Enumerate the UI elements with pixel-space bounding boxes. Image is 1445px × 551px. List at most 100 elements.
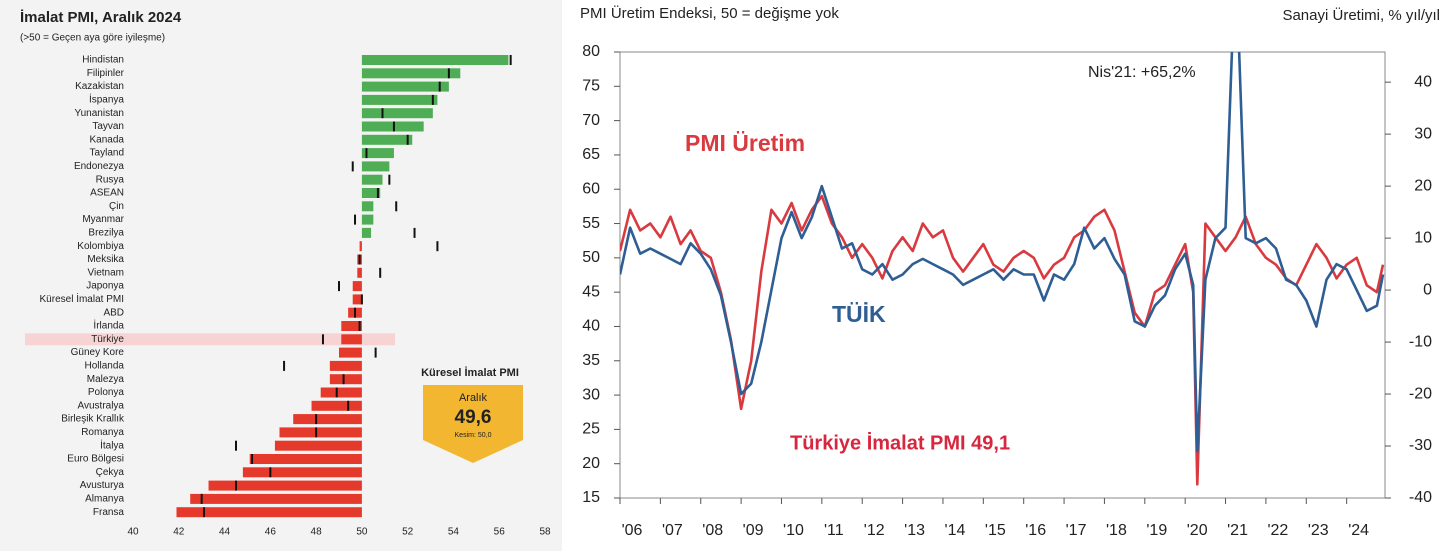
bar <box>361 201 374 212</box>
bar <box>341 321 362 331</box>
y-tick-label: 75 <box>582 78 600 95</box>
category-label: Avusturya <box>80 480 125 491</box>
y2-tick-label: 30 <box>1414 125 1432 142</box>
bar <box>361 94 438 105</box>
category-label: Romanya <box>81 427 124 438</box>
category-label: Polonya <box>88 387 125 398</box>
y2-tick-label: -20 <box>1409 385 1432 402</box>
y-tick-label: 60 <box>582 180 600 197</box>
bar <box>361 161 390 172</box>
category-label: Yunanistan <box>75 108 125 119</box>
bar <box>352 281 362 292</box>
x-tick-label: '21 <box>1227 522 1248 539</box>
x-tick-label: '20 <box>1187 522 1208 539</box>
x-tick-label: '15 <box>985 522 1006 539</box>
bar <box>208 480 362 491</box>
x-tick-label: '19 <box>1146 522 1167 539</box>
x-tick-label: '13 <box>904 522 925 539</box>
x-tick-label: '11 <box>824 522 844 539</box>
x-tick-label: 48 <box>311 527 323 538</box>
x-tick-label: 50 <box>356 527 368 538</box>
x-tick-label: 42 <box>173 527 185 538</box>
x-tick-label: '08 <box>702 522 723 539</box>
y-tick-label: 40 <box>582 318 600 335</box>
plot-frame <box>619 51 1386 499</box>
category-label: İrlanda <box>93 319 124 332</box>
x-tick-label: '10 <box>783 522 804 539</box>
category-label: Rusya <box>96 174 125 185</box>
x-tick-label: '14 <box>945 522 966 539</box>
bar <box>352 294 362 305</box>
x-tick-label: '09 <box>743 522 764 539</box>
y-tick-label: 35 <box>582 352 600 369</box>
left-title: İmalat PMI, Aralık 2024 <box>20 9 182 26</box>
category-label: Euro Bölgesi <box>67 454 124 465</box>
category-label: Kazakistan <box>75 81 124 92</box>
bar <box>249 454 362 464</box>
x-tick-label: '22 <box>1267 522 1288 539</box>
x-tick-label: '06 <box>622 522 643 539</box>
annotation: Türkiye İmalat PMI 49,1 <box>790 431 1010 454</box>
category-label: ABD <box>103 307 124 318</box>
category-label: Kanada <box>90 134 125 145</box>
x-tick-label: 54 <box>448 527 460 538</box>
bar <box>361 81 449 92</box>
category-label: Filipinler <box>87 68 125 79</box>
bar <box>361 55 509 65</box>
x-tick-label: 40 <box>127 527 139 538</box>
plot-area <box>620 52 1385 486</box>
category-label: Tayvan <box>92 121 124 132</box>
bar <box>361 227 372 238</box>
bar <box>311 400 362 411</box>
x-tick-label: 58 <box>539 527 551 538</box>
y-tick-label: 45 <box>582 283 600 300</box>
y-tick-label: 55 <box>582 215 600 232</box>
series-label: TÜİK <box>832 301 886 327</box>
category-label: Küresel İmalat PMI <box>40 292 124 305</box>
bar <box>359 241 362 252</box>
x-tick-label: 52 <box>402 527 414 538</box>
bar <box>361 68 461 79</box>
category-label: İspanya <box>89 93 124 106</box>
bar <box>176 507 362 518</box>
bar <box>361 214 374 225</box>
y-tick-label: 50 <box>582 249 600 266</box>
y2-tick-label: 0 <box>1423 281 1432 298</box>
y-tick-label: 65 <box>582 146 600 163</box>
bar <box>190 493 362 504</box>
category-label: Hollanda <box>85 361 125 372</box>
category-label: Malezya <box>87 374 125 385</box>
category-label: Türkiye <box>91 334 124 345</box>
annotation: Nis'21: +65,2% <box>1088 64 1196 81</box>
y2-tick-label: -30 <box>1409 437 1432 454</box>
bar <box>339 347 362 358</box>
category-label: Vietnam <box>87 267 124 278</box>
series-label: PMI Üretim <box>685 130 805 156</box>
left-subtitle: (>50 = Geçen aya göre iyileşme) <box>20 33 165 44</box>
bar <box>361 148 394 159</box>
category-label: Çin <box>109 201 124 212</box>
category-label: Güney Kore <box>71 347 125 358</box>
x-tick-label: '23 <box>1308 522 1329 539</box>
callout-title: Küresel İmalat PMI <box>421 366 519 379</box>
bar <box>361 108 433 119</box>
category-label: ASEAN <box>90 188 124 199</box>
x-tick-label: 46 <box>265 527 277 538</box>
y-tick-label: 80 <box>582 43 600 60</box>
category-label: Birleşik Krallık <box>61 414 125 425</box>
bar <box>357 267 362 278</box>
x-tick-label: 56 <box>494 527 506 538</box>
category-label: Almanya <box>85 494 124 505</box>
x-tick-label: '18 <box>1106 522 1127 539</box>
bar <box>293 414 362 425</box>
x-tick-label: 44 <box>219 527 231 538</box>
y2-axis-label: Sanayi Üretimi, % yıl/yıl <box>1282 6 1440 24</box>
y2-tick-label: 10 <box>1414 229 1432 246</box>
bar <box>242 467 362 478</box>
category-label: Kolombiya <box>77 241 124 252</box>
category-label: Endonezya <box>74 161 124 172</box>
category-label: Fransa <box>93 507 125 518</box>
y-tick-label: 15 <box>582 489 600 506</box>
y2-tick-label: -40 <box>1409 489 1432 506</box>
callout-note: Kesim: 50,0 <box>455 432 492 439</box>
